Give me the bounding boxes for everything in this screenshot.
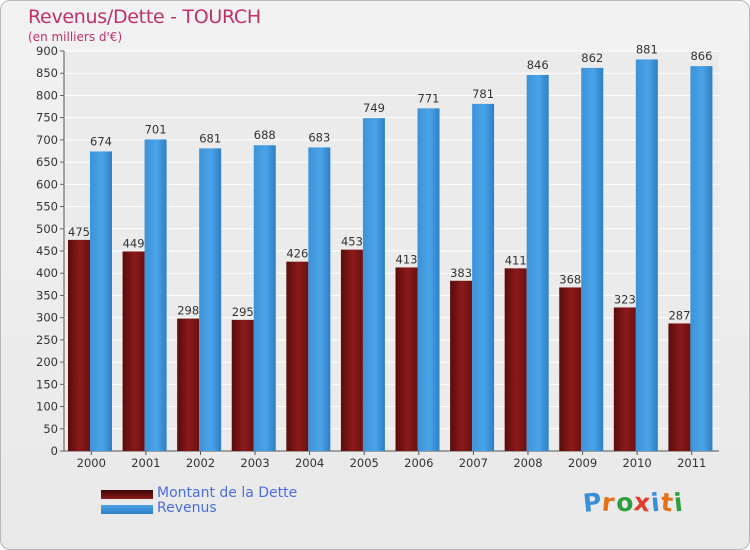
bar-dette (68, 239, 90, 451)
bar-revenus (144, 139, 167, 451)
data-label-dette: 295 (232, 305, 254, 319)
y-tick-label: 500 (36, 222, 58, 236)
y-tick-label: 200 (36, 355, 58, 369)
bar-revenus (581, 67, 604, 451)
bar-revenus (308, 147, 331, 451)
bar-dette (613, 307, 636, 451)
bar-revenus (417, 108, 440, 451)
x-tick-label: 2008 (513, 456, 542, 470)
data-label-revenus: 683 (308, 130, 330, 144)
x-tick-label: 2005 (350, 456, 379, 470)
legend-swatch-revenus (101, 505, 153, 514)
y-tick-label: 800 (36, 88, 58, 102)
data-label-revenus: 771 (418, 91, 440, 105)
chart-subtitle: (en milliers d'€) (28, 30, 123, 44)
bar-dette (340, 249, 363, 451)
bar-dette (231, 319, 254, 451)
x-tick-label: 2011 (677, 456, 706, 470)
y-tick-label: 700 (36, 133, 58, 147)
data-label-revenus: 749 (363, 101, 385, 115)
y-tick-label: 650 (36, 155, 58, 169)
data-label-revenus: 701 (145, 122, 167, 136)
data-label-dette: 475 (68, 225, 90, 239)
y-tick-label: 350 (36, 288, 58, 302)
data-label-revenus: 781 (472, 87, 494, 101)
y-tick-label: 250 (36, 333, 58, 347)
legend-label-dette: Montant de la Dette (157, 485, 298, 501)
x-tick-label: 2010 (622, 456, 651, 470)
bar-revenus (635, 59, 658, 451)
data-label-revenus: 846 (527, 58, 549, 72)
logo-letter: i (672, 487, 685, 518)
data-label-revenus: 681 (199, 131, 221, 145)
data-label-dette: 426 (286, 247, 308, 261)
y-tick-label: 550 (36, 200, 58, 214)
data-label-dette: 411 (505, 253, 527, 267)
legend-label-revenus: Revenus (157, 500, 217, 516)
data-label-revenus: 674 (90, 134, 112, 148)
proxiti-logo: Proxiti (582, 487, 685, 518)
data-label-dette: 413 (396, 252, 418, 266)
data-label-dette: 453 (341, 235, 363, 249)
bar-dette (450, 280, 473, 451)
data-label-revenus: 866 (690, 49, 712, 63)
y-tick-label: 750 (36, 111, 58, 125)
bar-revenus (472, 103, 495, 451)
x-tick-label: 2001 (131, 456, 160, 470)
bar-revenus (253, 145, 276, 451)
bar-dette (395, 267, 418, 451)
bar-dette (286, 261, 309, 451)
y-tick-label: 450 (36, 244, 58, 258)
y-tick-label: 50 (43, 422, 58, 436)
y-tick-label: 850 (36, 66, 58, 80)
data-label-dette: 323 (614, 292, 636, 306)
legend-swatch-dette (101, 490, 153, 499)
y-tick-label: 100 (36, 400, 58, 414)
y-tick-label: 150 (36, 377, 58, 391)
data-label-revenus: 862 (581, 51, 603, 65)
data-label-dette: 287 (668, 308, 690, 322)
chart-title: Revenus/Dette - TOURCH (28, 6, 261, 28)
y-tick-label: 900 (36, 44, 58, 58)
y-tick-label: 0 (51, 444, 58, 458)
bar-revenus (526, 75, 549, 451)
bar-revenus (362, 118, 385, 451)
bar-revenus (90, 151, 112, 451)
x-tick-label: 2009 (568, 456, 597, 470)
data-label-revenus: 688 (254, 128, 276, 142)
y-tick-label: 400 (36, 266, 58, 280)
data-label-revenus: 881 (636, 42, 658, 56)
data-label-dette: 298 (177, 304, 199, 318)
data-label-dette: 368 (559, 272, 581, 286)
bar-dette (504, 268, 527, 451)
bar-revenus (199, 148, 222, 452)
bar-revenus (690, 66, 713, 451)
y-tick-label: 600 (36, 177, 58, 191)
x-tick-label: 2003 (240, 456, 269, 470)
data-label-dette: 383 (450, 266, 472, 280)
x-tick-label: 2007 (459, 456, 488, 470)
bar-dette (668, 323, 691, 451)
bar-dette (177, 318, 200, 451)
y-tick-label: 300 (36, 311, 58, 325)
data-label-dette: 449 (123, 236, 145, 250)
bar-dette (559, 287, 582, 451)
x-tick-label: 2000 (77, 456, 106, 470)
x-tick-label: 2004 (295, 456, 324, 470)
x-tick-label: 2002 (186, 456, 215, 470)
x-tick-label: 2006 (404, 456, 433, 470)
bar-dette (122, 251, 145, 451)
